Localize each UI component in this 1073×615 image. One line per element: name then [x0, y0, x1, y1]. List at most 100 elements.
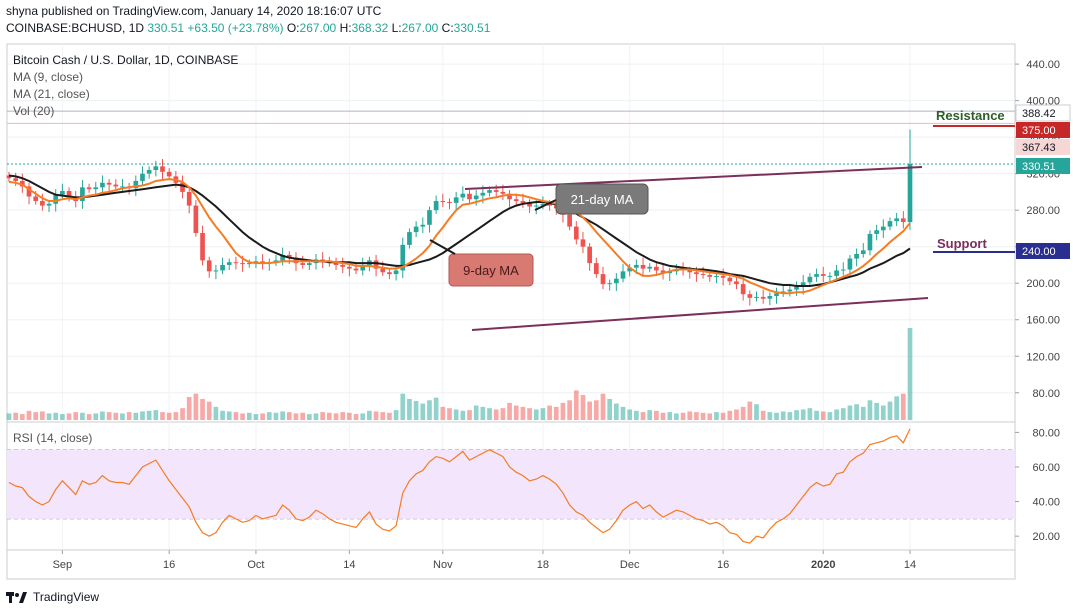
volume-bar: [393, 410, 399, 420]
time-tick-label: Nov: [433, 559, 453, 571]
time-tick-label: Oct: [247, 559, 264, 571]
candle-body: [106, 182, 112, 185]
volume-bar: [573, 390, 579, 420]
candle-body: [520, 201, 526, 203]
volume-bar: [327, 412, 332, 420]
candle-body: [407, 232, 412, 245]
volume-bar: [500, 408, 506, 420]
candle-body: [6, 175, 12, 179]
candle-body: [500, 191, 506, 194]
ma9-callout-text: 9-day MA: [463, 263, 519, 278]
publish-line: shyna published on TradingView.com, Janu…: [6, 4, 382, 18]
volume-bar: [553, 406, 559, 420]
candle-body: [140, 173, 145, 181]
volume-bar: [453, 409, 459, 420]
volume-bar: [533, 409, 539, 420]
volume-bar: [100, 411, 105, 420]
candle-body: [26, 186, 32, 197]
candle-body: [720, 275, 726, 278]
rsi-tick-label: 20.00: [1032, 531, 1060, 543]
volume-bar: [794, 410, 799, 420]
svg-text:375.00: 375.00: [1022, 125, 1056, 137]
volume-bar: [180, 408, 185, 420]
time-tick-label: Sep: [53, 559, 73, 571]
candle-body: [694, 272, 699, 275]
candle-body: [867, 233, 873, 251]
candle-body: [13, 178, 19, 181]
volume-bar: [567, 400, 572, 420]
candle-body: [814, 274, 819, 277]
volume-bar: [734, 409, 739, 420]
volume-bar: [547, 405, 552, 420]
volume-bar: [340, 412, 346, 420]
rsi-line: [8, 428, 911, 544]
volume-bar: [433, 397, 439, 420]
volume-bar: [186, 397, 192, 420]
candle-body: [800, 282, 806, 287]
volume-bar: [493, 409, 499, 420]
badge-330: 330.51: [1016, 158, 1070, 174]
volume-bar: [106, 412, 112, 420]
candle-body: [707, 275, 713, 277]
candle-body: [413, 226, 419, 233]
candle-body: [567, 214, 572, 227]
candle-body: [834, 270, 839, 276]
svg-text:388.42: 388.42: [1022, 108, 1056, 120]
volume-bar: [727, 410, 733, 420]
price-change: +63.50 (+23.78%): [187, 21, 284, 35]
candle-body: [180, 182, 185, 192]
volume-bar: [447, 408, 452, 420]
volume-bar: [667, 412, 673, 420]
candle-body: [540, 203, 546, 206]
volume-bar: [86, 414, 92, 420]
volume-bar: [246, 412, 252, 420]
price-chart[interactable]: 440.00400.00360.00320.00280.00240.00200.…: [0, 40, 1073, 588]
volume-bar: [367, 410, 372, 420]
price-tick-label: 440.00: [1026, 59, 1060, 71]
volume-bar: [140, 411, 145, 420]
candle-body: [347, 266, 352, 269]
volume-bar: [714, 412, 719, 420]
price-tick-label: 120.00: [1026, 351, 1060, 363]
time-tick-label: 16: [717, 559, 729, 571]
svg-text:330.51: 330.51: [1022, 161, 1056, 173]
volume-bar: [20, 414, 25, 420]
volume-bar: [193, 393, 199, 420]
volume-bar: [634, 410, 639, 420]
open-value: 267.00: [299, 21, 337, 35]
volume-bar: [146, 410, 152, 420]
volume-bar: [707, 413, 713, 420]
candle-body: [220, 264, 225, 271]
volume-bar: [286, 412, 292, 420]
badge-367: 367.43: [1016, 139, 1070, 155]
candle-body: [547, 203, 552, 206]
volume-bar: [113, 412, 119, 420]
svg-text:367.43: 367.43: [1022, 142, 1056, 154]
candle-body: [527, 202, 532, 207]
candle-body: [160, 166, 165, 172]
volume-bar: [867, 400, 873, 420]
candle-body: [146, 170, 152, 174]
price-tick-label: 80.00: [1032, 388, 1060, 400]
candle-body: [300, 263, 305, 265]
candle-body: [887, 221, 893, 227]
price-tick-label: 280.00: [1026, 205, 1060, 217]
candle-body: [614, 278, 619, 284]
candle-body: [840, 269, 846, 271]
volume-bar: [206, 401, 212, 420]
candle-body: [80, 187, 85, 202]
time-tick-label: 16: [163, 559, 175, 571]
candle-body: [460, 193, 466, 198]
volume-bar: [73, 412, 79, 420]
candle-body: [727, 277, 733, 282]
candle-body: [46, 203, 52, 206]
candle-body: [774, 293, 779, 296]
candle-body: [387, 272, 392, 275]
candle-body: [847, 258, 853, 270]
volume-bar: [80, 412, 85, 420]
volume-bar: [166, 412, 172, 420]
volume-bar: [66, 413, 72, 420]
ma9-line: [8, 178, 911, 295]
candle-body: [600, 274, 606, 285]
channel-lower: [471, 297, 929, 331]
